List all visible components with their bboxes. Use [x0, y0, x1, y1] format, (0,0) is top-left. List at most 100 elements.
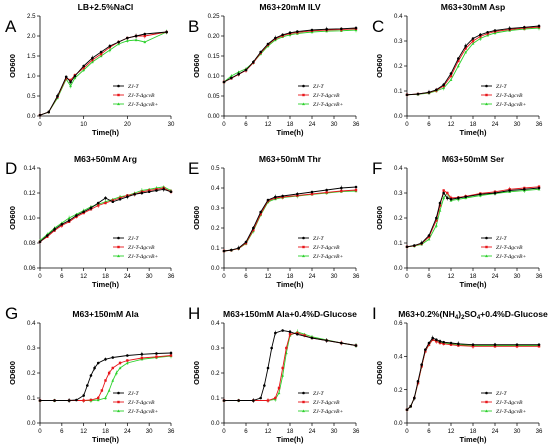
x-tick-label: 30 — [146, 428, 153, 435]
data-point-circle — [405, 408, 409, 411]
legend-marker-square — [485, 93, 488, 97]
x-tick-label: 6 — [427, 121, 431, 128]
data-point-circle — [140, 191, 144, 195]
data-point-circle — [53, 227, 56, 231]
x-tick-label: 36 — [353, 121, 360, 128]
data-point-circle — [479, 33, 482, 37]
series-line-3 — [40, 355, 172, 401]
data-point-circle — [442, 191, 445, 195]
x-tick-label: 18 — [102, 273, 109, 280]
data-point-circle — [259, 50, 262, 54]
data-point-circle — [140, 352, 144, 356]
x-tick-label: 36 — [353, 428, 360, 435]
y-tick-label: 0.4 — [211, 320, 220, 327]
data-point-triangle — [281, 374, 285, 377]
data-point-circle — [515, 343, 519, 346]
data-point-square — [310, 192, 314, 196]
panel-letter: B — [188, 17, 199, 36]
x-tick-label: 36 — [353, 273, 360, 280]
data-point-circle — [288, 31, 292, 35]
data-point-triangle — [118, 366, 122, 370]
x-tick-label: 6 — [244, 428, 248, 435]
y-tick-label: 0.4 — [394, 13, 403, 20]
data-point-square — [89, 398, 93, 402]
legend-marker-triangle — [117, 409, 120, 413]
data-point-circle — [413, 244, 416, 247]
data-point-circle — [147, 190, 151, 194]
legend-marker-square — [117, 93, 120, 97]
x-tick-label: 6 — [60, 428, 64, 435]
panel-letter: G — [5, 304, 18, 323]
x-tick-label: 30 — [331, 273, 338, 280]
data-point-square — [140, 356, 144, 360]
panel-b: B M63+20mM ILV 0.00 0.05 0.10 0.15 0.20 0.25 0 6 1… — [188, 2, 360, 137]
panel-letter: E — [188, 159, 199, 178]
data-point-circle — [435, 88, 438, 92]
data-point-circle — [270, 346, 273, 350]
data-point-circle — [340, 186, 343, 190]
data-point-circle — [237, 246, 240, 250]
data-point-circle — [523, 187, 526, 191]
y-tick-label: 0.0 — [394, 420, 403, 427]
data-point-circle — [493, 191, 497, 195]
chart-title: M63+50mM Thr — [259, 154, 322, 164]
series-line-1 — [406, 25, 540, 96]
x-tick-label: 18 — [287, 121, 294, 128]
x-tick-label: 0 — [38, 428, 42, 435]
series-line-2 — [406, 26, 540, 96]
data-point-square — [449, 74, 453, 78]
data-point-square — [427, 343, 431, 346]
data-point-circle — [464, 195, 467, 199]
y-axis-label: OD600 — [375, 361, 384, 385]
x-tick-label: 30 — [331, 428, 338, 435]
y-tick-label: 0.2 — [394, 63, 403, 70]
series-line-3 — [406, 188, 540, 248]
data-point-circle — [134, 34, 138, 38]
data-point-square — [259, 212, 262, 216]
x-tick-label: 0 — [405, 428, 409, 435]
legend-marker-circle — [117, 236, 120, 240]
y-tick-label: 0.25 — [208, 13, 220, 20]
data-point-circle — [86, 384, 89, 387]
data-point-square — [100, 389, 104, 392]
y-tick-label: 0.05 — [208, 93, 220, 100]
x-tick-label: 30 — [514, 121, 521, 128]
legend-label: ZJ-T-ΔgcvB — [313, 245, 340, 251]
data-point-circle — [471, 37, 475, 40]
y-tick-label: 1.5 — [27, 53, 36, 60]
data-point-square — [82, 399, 85, 402]
y-tick-label: 0.20 — [208, 33, 220, 40]
data-point-circle — [486, 30, 489, 34]
y-tick-label: 0.2 — [394, 215, 403, 222]
data-point-square — [449, 343, 453, 346]
data-point-circle — [416, 92, 420, 96]
data-point-circle — [64, 75, 68, 79]
x-tick-label: 30 — [168, 121, 175, 128]
title-subscript: 4 — [477, 315, 481, 321]
data-point-triangle — [449, 78, 453, 81]
data-point-circle — [82, 394, 85, 397]
legend-label: ZJ-T — [496, 84, 507, 90]
data-point-circle — [413, 396, 416, 400]
data-point-circle — [296, 192, 299, 196]
data-point-triangle — [115, 371, 118, 375]
y-tick-label: 0.4 — [394, 353, 403, 360]
x-tick-label: 20 — [124, 121, 131, 128]
x-tick-label: 12 — [448, 121, 455, 128]
y-axis-label: OD600 — [192, 206, 201, 230]
y-axis-label: OD600 — [192, 54, 201, 78]
data-point-circle — [162, 187, 166, 191]
data-point-triangle — [143, 40, 147, 44]
data-point-circle — [431, 336, 434, 340]
data-point-circle — [93, 366, 96, 370]
data-point-circle — [252, 226, 255, 230]
x-tick-label: 36 — [168, 428, 175, 435]
y-tick-label: 0.4 — [394, 165, 403, 172]
panel-i: I M63+0.2%(NH4)2SO4+0.4%D-Glucose0.00.20.… — [372, 304, 548, 444]
y-tick-label: 0.08 — [24, 240, 36, 247]
x-tick-label: 36 — [536, 121, 543, 128]
series-line-3 — [223, 190, 357, 252]
data-point-square — [446, 191, 449, 195]
chart-title: M63+150mM Ala — [72, 309, 139, 319]
x-tick-label: 12 — [80, 273, 87, 280]
